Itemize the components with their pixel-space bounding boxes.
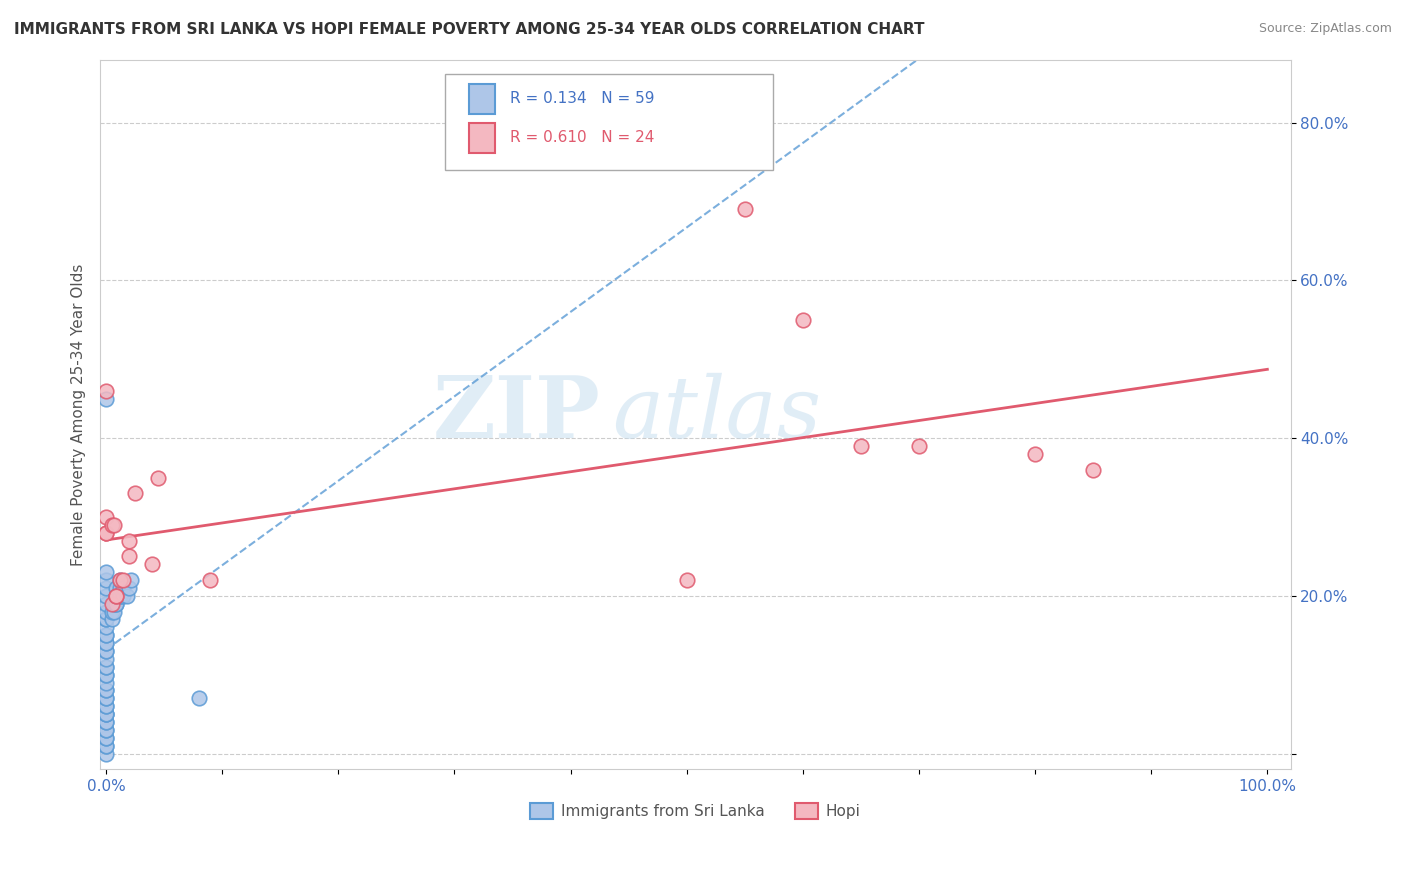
Point: [734, 202, 756, 217]
Point: [115, 589, 138, 603]
Point: [118, 533, 141, 548]
Point: [849, 439, 872, 453]
Point: [187, 691, 209, 706]
Point: [94, 683, 117, 698]
Point: [105, 589, 128, 603]
Point: [100, 605, 122, 619]
Point: [94, 699, 117, 714]
Point: [118, 581, 141, 595]
Point: [103, 605, 125, 619]
Text: ZIP: ZIP: [433, 373, 600, 457]
Point: [100, 597, 122, 611]
Point: [94, 573, 117, 587]
Point: [94, 691, 117, 706]
Point: [141, 558, 163, 572]
Point: [94, 597, 117, 611]
Point: [94, 667, 117, 681]
Point: [94, 565, 117, 579]
Point: [94, 384, 117, 398]
Point: [94, 739, 117, 753]
Point: [94, 392, 117, 406]
Bar: [470, 123, 495, 153]
Bar: [470, 84, 495, 113]
Text: atlas: atlas: [612, 373, 821, 456]
Point: [112, 581, 135, 595]
Point: [94, 675, 117, 690]
Point: [94, 707, 117, 722]
Point: [121, 573, 143, 587]
Text: R = 0.134   N = 59: R = 0.134 N = 59: [509, 91, 654, 106]
Point: [94, 525, 117, 540]
Point: [200, 573, 222, 587]
Point: [108, 589, 131, 603]
Point: [1024, 447, 1046, 461]
Point: [148, 470, 170, 484]
Point: [100, 612, 122, 626]
Point: [94, 525, 117, 540]
FancyBboxPatch shape: [446, 74, 773, 169]
Point: [94, 589, 117, 603]
Point: [94, 731, 117, 745]
Point: [908, 439, 931, 453]
Point: [94, 660, 117, 674]
Point: [94, 739, 117, 753]
Point: [94, 510, 117, 524]
Point: [105, 589, 128, 603]
Point: [105, 589, 128, 603]
Point: [94, 707, 117, 722]
Point: [94, 605, 117, 619]
Point: [100, 517, 122, 532]
Point: [103, 517, 125, 532]
Point: [105, 589, 128, 603]
Point: [94, 707, 117, 722]
Point: [94, 747, 117, 761]
Point: [118, 549, 141, 564]
Point: [94, 636, 117, 650]
Point: [675, 573, 697, 587]
Point: [124, 486, 146, 500]
Point: [112, 573, 135, 587]
Legend: Immigrants from Sri Lanka, Hopi: Immigrants from Sri Lanka, Hopi: [524, 797, 866, 825]
Point: [94, 714, 117, 729]
Point: [94, 691, 117, 706]
Point: [94, 612, 117, 626]
Point: [94, 628, 117, 642]
Point: [792, 313, 814, 327]
Point: [108, 589, 131, 603]
Point: [94, 612, 117, 626]
Point: [94, 667, 117, 681]
Point: [94, 660, 117, 674]
Point: [94, 644, 117, 658]
Point: [105, 597, 128, 611]
Point: [94, 723, 117, 737]
Point: [103, 597, 125, 611]
Point: [1081, 463, 1104, 477]
Point: [94, 731, 117, 745]
Y-axis label: Female Poverty Among 25-34 Year Olds: Female Poverty Among 25-34 Year Olds: [72, 263, 86, 566]
Point: [108, 573, 131, 587]
Point: [94, 636, 117, 650]
Text: Source: ZipAtlas.com: Source: ZipAtlas.com: [1258, 22, 1392, 36]
Point: [94, 581, 117, 595]
Point: [94, 723, 117, 737]
Point: [94, 628, 117, 642]
Point: [94, 714, 117, 729]
Point: [108, 573, 131, 587]
Point: [94, 652, 117, 666]
Point: [94, 699, 117, 714]
Point: [108, 581, 131, 595]
Point: [112, 589, 135, 603]
Text: R = 0.610   N = 24: R = 0.610 N = 24: [509, 130, 654, 145]
Point: [94, 683, 117, 698]
Text: IMMIGRANTS FROM SRI LANKA VS HOPI FEMALE POVERTY AMONG 25-34 YEAR OLDS CORRELATI: IMMIGRANTS FROM SRI LANKA VS HOPI FEMALE…: [14, 22, 925, 37]
Point: [105, 597, 128, 611]
Point: [94, 644, 117, 658]
Point: [105, 581, 128, 595]
Point: [94, 620, 117, 634]
